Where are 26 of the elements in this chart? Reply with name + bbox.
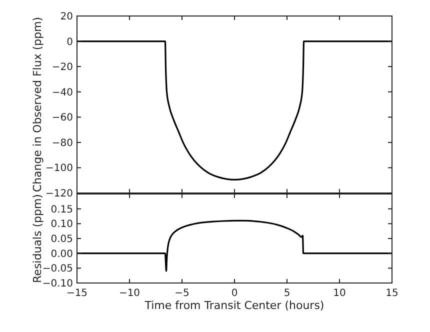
y-tick-label: −80 — [52, 138, 73, 149]
y-tick-label: −60 — [52, 112, 73, 124]
x-tick-label: −15 — [66, 288, 88, 299]
y-axis-title: Residuals (ppm) — [31, 194, 44, 283]
y-tick-label: −40 — [52, 87, 73, 98]
y-tick-label: −0.05 — [42, 264, 73, 275]
y-tick-label: −20 — [52, 62, 73, 74]
x-tick-label: 15 — [386, 288, 398, 299]
x-tick-label: 10 — [333, 288, 346, 299]
x-axis-title: Time from Transit Center (hours) — [144, 299, 324, 312]
y-tick-label: 0.15 — [50, 204, 73, 216]
y-tick-label: −100 — [46, 163, 73, 174]
y-tick-label: −0.10 — [42, 278, 73, 290]
y-tick-label: 0.10 — [50, 219, 73, 230]
line-series — [77, 40, 392, 181]
x-tick-label: −5 — [174, 288, 190, 299]
line-series — [77, 220, 392, 272]
y-tick-label: 0 — [66, 36, 73, 48]
y-tick-label: 0.00 — [50, 248, 73, 260]
x-tick-label: 0 — [231, 288, 238, 299]
x-tick-label: −10 — [118, 288, 140, 299]
y-tick-label: −120 — [46, 188, 73, 200]
x-tick-label: 5 — [284, 288, 290, 299]
y-axis-title: Change in Observed Flux (ppm) — [31, 16, 44, 192]
y-tick-label: 0.05 — [50, 234, 73, 245]
y-tick-label: 20 — [60, 12, 73, 22]
